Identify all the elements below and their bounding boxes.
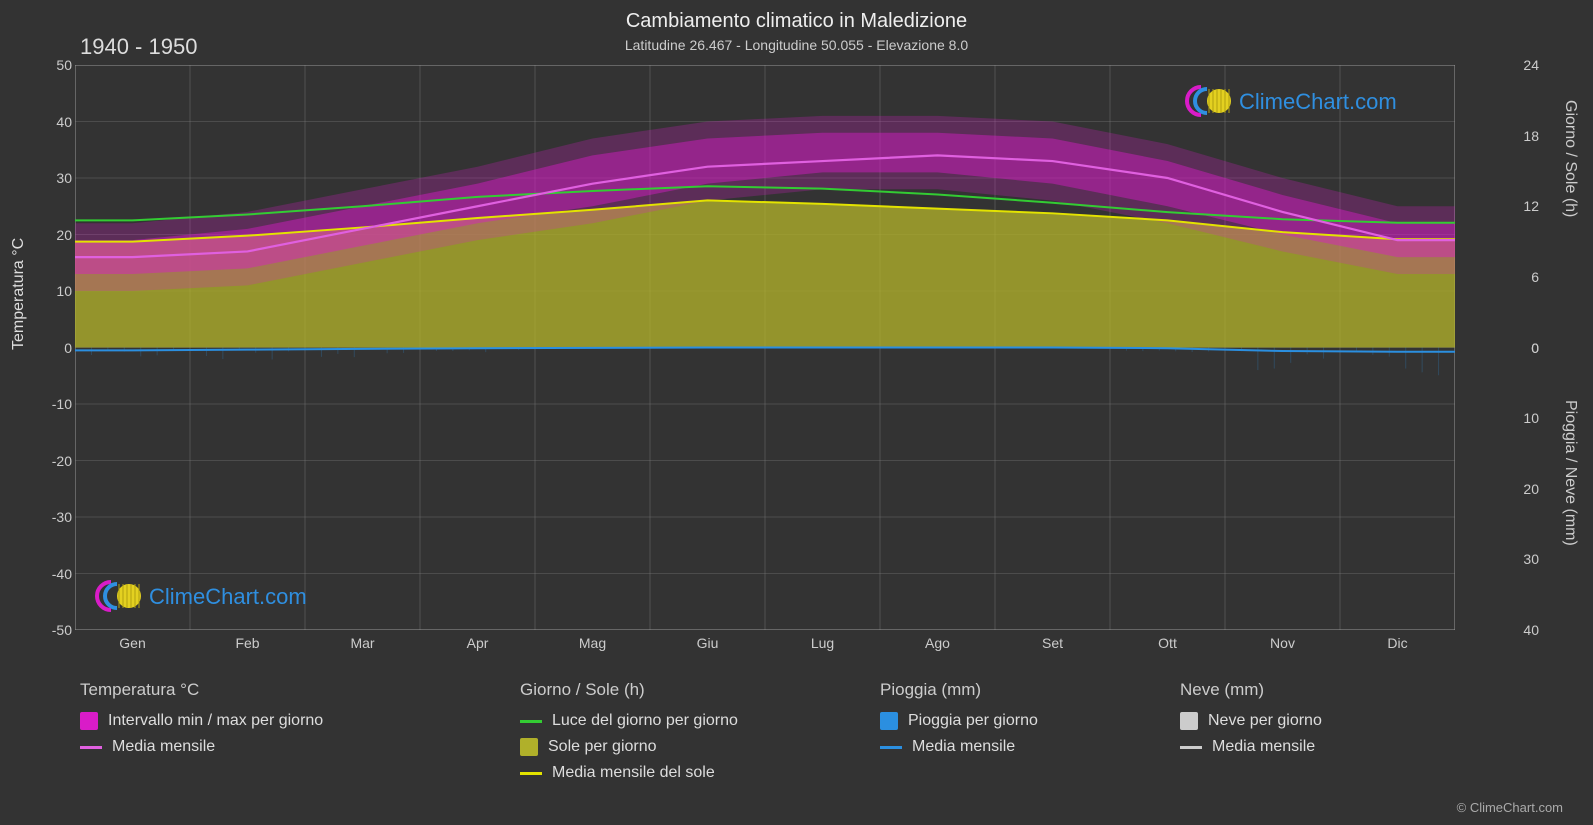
legend-col-daylight: Giorno / Sole (h) Luce del giorno per gio… — [520, 680, 880, 782]
y-axis-right-top-label: Giorno / Sole (h) — [1561, 100, 1579, 217]
copyright-label: © ClimeChart.com — [1457, 800, 1563, 815]
left-tick: 10 — [48, 283, 72, 299]
legend-swatch — [880, 746, 902, 749]
legend-header: Neve (mm) — [1180, 680, 1480, 700]
right-tick-mm: 10 — [1523, 410, 1539, 426]
legend-label: Neve per giorno — [1208, 712, 1322, 730]
legend-label: Luce del giorno per giorno — [552, 712, 738, 730]
y-axis-left-label: Temperatura °C — [10, 238, 28, 350]
legend-label: Media mensile — [1212, 738, 1315, 756]
left-tick: 40 — [48, 114, 72, 130]
left-tick: 50 — [48, 57, 72, 73]
month-label: Mar — [350, 635, 374, 651]
legend-item: Sole per giorno — [520, 738, 880, 756]
climate-chart: Cambiamento climatico in Maledizione Lat… — [0, 0, 1593, 825]
legend-item: Media mensile del sole — [520, 764, 880, 782]
month-label: Gen — [119, 635, 145, 651]
legend-swatch — [520, 738, 538, 756]
legend-header: Pioggia (mm) — [880, 680, 1180, 700]
left-tick: -10 — [48, 396, 72, 412]
legend-label: Media mensile — [912, 738, 1015, 756]
right-tick-hours: 6 — [1531, 269, 1539, 285]
right-tick-mm: 20 — [1523, 481, 1539, 497]
left-tick: 20 — [48, 227, 72, 243]
legend-item: Luce del giorno per giorno — [520, 712, 880, 730]
legend-swatch — [80, 712, 98, 730]
legend-col-snow: Neve (mm) Neve per giorno Media mensile — [1180, 680, 1480, 782]
legend-label: Media mensile — [112, 738, 215, 756]
month-label: Ago — [925, 635, 950, 651]
right-tick-hours: 24 — [1523, 57, 1539, 73]
period-label: 1940 - 1950 — [80, 34, 197, 60]
left-tick: -20 — [48, 453, 72, 469]
watermark: ClimeChart.com — [97, 582, 307, 610]
right-tick-mm: 30 — [1523, 551, 1539, 567]
month-label: Feb — [235, 635, 259, 651]
month-label: Apr — [467, 635, 489, 651]
left-tick: -30 — [48, 509, 72, 525]
legend-item: Neve per giorno — [1180, 712, 1480, 730]
chart-subtitle: Latitudine 26.467 - Longitudine 50.055 -… — [0, 37, 1593, 53]
plot-area: ClimeChart.com ClimeChart.com — [75, 65, 1455, 630]
month-label: Lug — [811, 635, 834, 651]
month-label: Dic — [1387, 635, 1407, 651]
month-label: Ott — [1158, 635, 1177, 651]
svg-text:ClimeChart.com: ClimeChart.com — [149, 584, 307, 609]
month-label: Set — [1042, 635, 1063, 651]
legend-label: Media mensile del sole — [552, 764, 715, 782]
month-label: Nov — [1270, 635, 1295, 651]
legend-header: Giorno / Sole (h) — [520, 680, 880, 700]
legend: Temperatura °C Intervallo min / max per g… — [80, 680, 1520, 782]
right-tick-hours: 12 — [1523, 198, 1539, 214]
left-tick: 30 — [48, 170, 72, 186]
legend-swatch — [520, 720, 542, 723]
legend-item: Media mensile — [880, 738, 1180, 756]
legend-swatch — [880, 712, 898, 730]
month-label: Mag — [579, 635, 606, 651]
legend-swatch — [1180, 712, 1198, 730]
right-tick-mm: 0 — [1531, 340, 1539, 356]
legend-item: Media mensile — [80, 738, 520, 756]
legend-col-rain: Pioggia (mm) Pioggia per giorno Media mens… — [880, 680, 1180, 782]
y-axis-right-bottom-label: Pioggia / Neve (mm) — [1561, 400, 1579, 546]
legend-item: Intervallo min / max per giorno — [80, 712, 520, 730]
left-tick: -40 — [48, 566, 72, 582]
month-label: Giu — [697, 635, 719, 651]
legend-col-temperature: Temperatura °C Intervallo min / max per g… — [80, 680, 520, 782]
left-tick: 0 — [48, 340, 72, 356]
legend-item: Pioggia per giorno — [880, 712, 1180, 730]
legend-swatch — [80, 746, 102, 749]
right-tick-hours: 18 — [1523, 128, 1539, 144]
chart-title: Cambiamento climatico in Maledizione — [0, 0, 1593, 33]
legend-swatch — [1180, 746, 1202, 749]
legend-item: Media mensile — [1180, 738, 1480, 756]
svg-text:ClimeChart.com: ClimeChart.com — [1239, 89, 1397, 114]
legend-header: Temperatura °C — [80, 680, 520, 700]
left-tick: -50 — [48, 622, 72, 638]
right-tick-mm: 40 — [1523, 622, 1539, 638]
legend-swatch — [520, 772, 542, 775]
watermark: ClimeChart.com — [1187, 87, 1397, 115]
legend-label: Sole per giorno — [548, 738, 657, 756]
legend-label: Pioggia per giorno — [908, 712, 1038, 730]
legend-label: Intervallo min / max per giorno — [108, 712, 323, 730]
